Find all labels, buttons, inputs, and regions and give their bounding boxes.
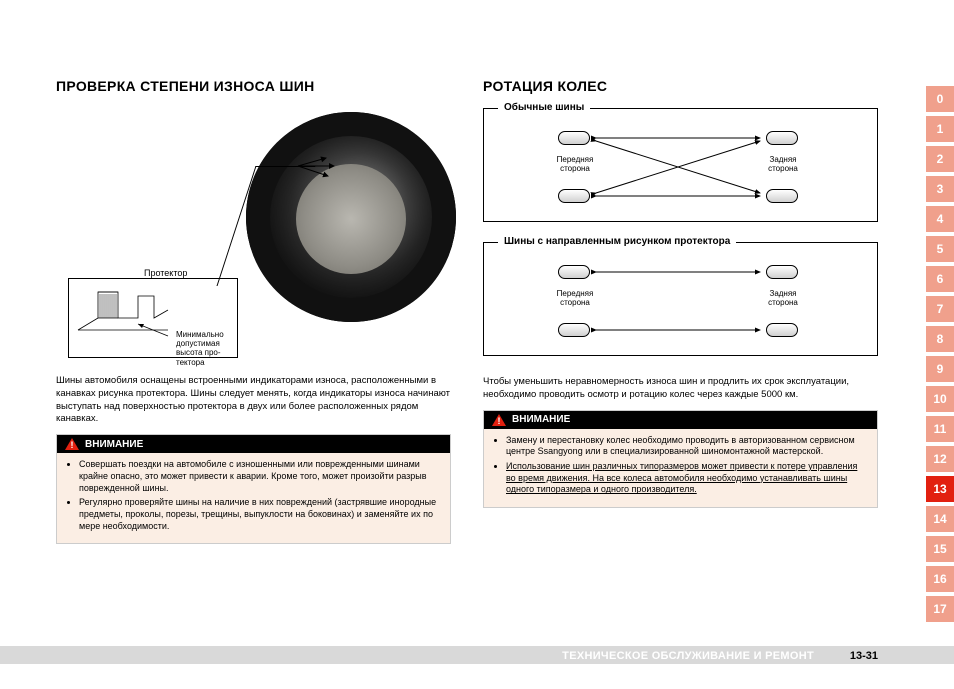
warning-title: ВНИМАНИЕ [512,414,570,425]
nav-tab-11[interactable]: 11 [926,416,954,442]
nav-tab-12[interactable]: 12 [926,446,954,472]
warning-item: Использование шин различных типоразмеров… [506,461,869,496]
nav-tab-17[interactable]: 17 [926,596,954,622]
nav-tab-0[interactable]: 0 [926,86,954,112]
warning-item: Замену и перестановку колес необходимо п… [506,435,869,458]
nav-tab-4[interactable]: 4 [926,206,954,232]
right-paragraph: Чтобы уменьшить неравномерность износа ш… [483,376,878,402]
svg-text:!: ! [71,440,74,450]
box1-legend: Обычные шины [498,102,590,113]
rotation-box-regular: Обычные шины Передняя сторона Задняя сто… [483,108,878,222]
warning-header: ! ВНИМАНИЕ [57,435,450,453]
nav-tab-15[interactable]: 15 [926,536,954,562]
warning-body: Замену и перестановку колес необходимо п… [484,429,877,507]
side-navigation: 01234567891011121314151617 [926,86,954,626]
nav-tab-16[interactable]: 16 [926,566,954,592]
box2-legend: Шины с направленным рисунком протектора [498,236,736,247]
warning-item: Совершать поездки на автомобиле с изноше… [79,459,442,494]
warning-body: Совершать поездки на автомобиле с изноше… [57,453,450,543]
tread-label: Протектор [144,268,187,278]
warning-item: Регулярно проверяйте шины на наличие в н… [79,497,442,532]
nav-tab-7[interactable]: 7 [926,296,954,322]
warning-triangle-icon: ! [492,414,506,426]
rotation-arrows-icon [496,127,866,207]
rotation-arrows-icon [496,261,866,341]
nav-tab-3[interactable]: 3 [926,176,954,202]
min-tread-label: Минимально допустимая высота про- тектор… [176,330,224,367]
warning-title: ВНИМАНИЕ [85,439,143,450]
tread-cross-section-icon [74,284,174,350]
footer-section-title: ТЕХНИЧЕСКОЕ ОБСЛУЖИВАНИЕ И РЕМОНТ [562,650,814,662]
nav-tab-10[interactable]: 10 [926,386,954,412]
left-column: ПРОВЕРКА СТЕПЕНИ ИЗНОСА ШИН Протектор [56,78,451,544]
tire-illustration: Протектор Минимально допустимая высота п… [56,108,451,363]
nav-tab-1[interactable]: 1 [926,116,954,142]
right-column: РОТАЦИЯ КОЛЕС Обычные шины Передняя стор… [483,78,878,544]
left-title: ПРОВЕРКА СТЕПЕНИ ИЗНОСА ШИН [56,78,451,94]
nav-tab-6[interactable]: 6 [926,266,954,292]
svg-text:!: ! [498,416,501,426]
nav-tab-13[interactable]: 13 [926,476,954,502]
nav-tab-2[interactable]: 2 [926,146,954,172]
page-content: ПРОВЕРКА СТЕПЕНИ ИЗНОСА ШИН Протектор [56,78,881,544]
nav-tab-5[interactable]: 5 [926,236,954,262]
rotation-box-directional: Шины с направленным рисунком протектора … [483,242,878,356]
warning-triangle-icon: ! [65,438,79,450]
left-warning-box: ! ВНИМАНИЕ Совершать поездки на автомоби… [56,434,451,544]
nav-tab-14[interactable]: 14 [926,506,954,532]
right-title: РОТАЦИЯ КОЛЕС [483,78,878,94]
warning-header: ! ВНИМАНИЕ [484,411,877,429]
right-warning-box: ! ВНИМАНИЕ Замену и перестановку колес н… [483,410,878,508]
left-paragraph: Шины автомобиля оснащены встроенными инд… [56,375,451,426]
page-number: 13-31 [850,650,878,662]
nav-tab-9[interactable]: 9 [926,356,954,382]
nav-tab-8[interactable]: 8 [926,326,954,352]
